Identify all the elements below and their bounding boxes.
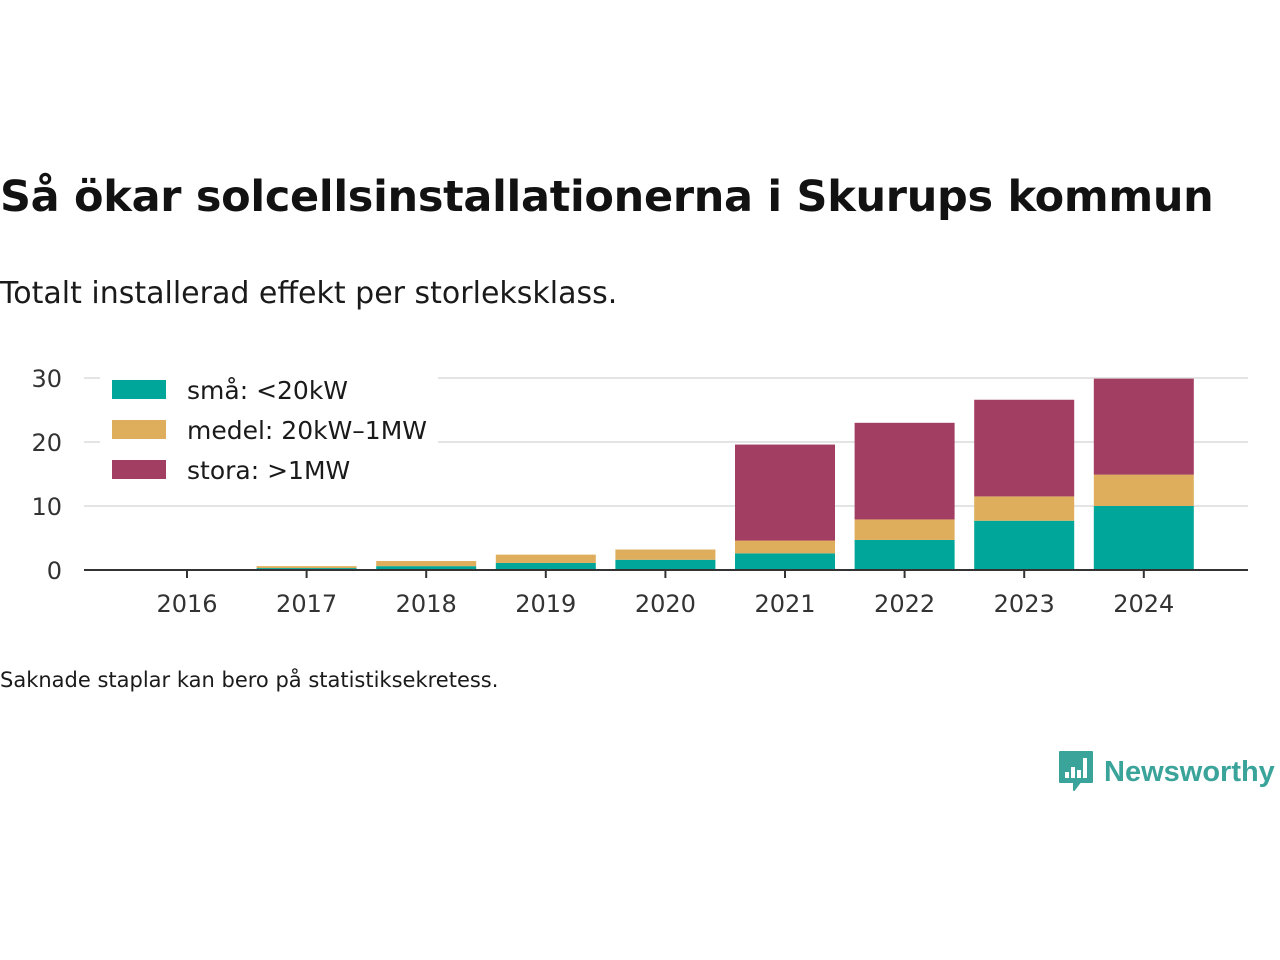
y-tick-label: 30 [31, 365, 62, 393]
bar-chart-speech-bubble-icon [1059, 751, 1093, 791]
legend-swatch [112, 460, 166, 479]
bar-segment [495, 562, 596, 570]
legend-label: stora: >1MW [187, 456, 350, 485]
footnote: Saknade staplar kan bero på statistiksek… [0, 668, 499, 692]
bar-segment [854, 519, 955, 540]
x-tick-label: 2021 [754, 590, 815, 618]
bar-segment [854, 422, 955, 520]
bar-segment [735, 553, 835, 570]
x-tick-label: 2023 [994, 590, 1055, 618]
x-tick-label: 2016 [156, 590, 217, 618]
bar-segment [615, 549, 716, 560]
bar-segment [974, 520, 1075, 570]
x-tick-label: 2022 [874, 590, 935, 618]
bar-segment [735, 540, 835, 554]
legend-label: små: <20kW [187, 376, 348, 405]
bar-segment [735, 444, 835, 541]
stacked-bar-chart: 0 10 20 30 2016 2017 2018 2019 2020 2021 2022 2023 2… [31, 365, 1248, 618]
bar-segment [1093, 378, 1194, 475]
bar-segment [495, 554, 596, 563]
bar-segment [615, 559, 716, 570]
brand-name: Newsworthy [1104, 755, 1275, 788]
axis-layer: 0 10 20 30 2016 2017 2018 2019 2020 2021 2022 2023 2… [31, 365, 1248, 618]
bar-segment [974, 399, 1075, 497]
x-tick-label: 2019 [515, 590, 576, 618]
bar-segment [1093, 506, 1194, 570]
y-tick-label: 20 [31, 429, 62, 457]
newsworthy-logo: Newsworthy [1058, 750, 1275, 794]
legend-swatch [112, 420, 166, 439]
x-tick-label: 2020 [635, 590, 696, 618]
legend-label: medel: 20kW–1MW [187, 416, 427, 445]
bars-layer [137, 378, 1194, 570]
y-tick-label: 10 [31, 493, 62, 521]
bar-segment [1093, 474, 1194, 506]
x-tick-label: 2024 [1113, 590, 1174, 618]
bar-segment [256, 566, 357, 569]
legend-swatch [112, 380, 166, 399]
bar-segment [376, 561, 477, 567]
bar-segment [974, 496, 1075, 521]
bar-segment [376, 566, 477, 570]
chart-subtitle: Totalt installerad effekt per storlekskl… [0, 276, 618, 311]
chart-title: Så ökar solcellsinstallationerna i Skuru… [0, 172, 1214, 222]
legend: små: <20kW medel: 20kW–1MW stora: >1MW [100, 376, 438, 500]
bar-segment [854, 539, 955, 570]
x-tick-label: 2017 [276, 590, 337, 618]
x-tick-label: 2018 [396, 590, 457, 618]
y-tick-label: 0 [47, 557, 62, 585]
